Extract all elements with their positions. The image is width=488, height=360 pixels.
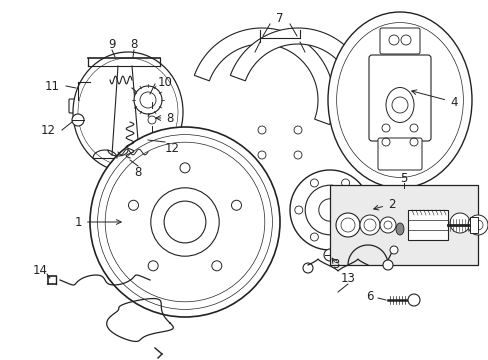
- Text: 7: 7: [276, 12, 283, 24]
- FancyBboxPatch shape: [368, 55, 430, 141]
- Circle shape: [164, 201, 205, 243]
- Circle shape: [90, 127, 280, 317]
- Circle shape: [140, 92, 156, 108]
- Text: 1: 1: [74, 216, 121, 229]
- Circle shape: [147, 135, 157, 145]
- Circle shape: [400, 35, 410, 45]
- Text: 6: 6: [366, 289, 373, 302]
- Text: 10: 10: [157, 76, 172, 89]
- Text: 13: 13: [340, 271, 355, 284]
- Polygon shape: [230, 28, 369, 125]
- Circle shape: [305, 185, 354, 235]
- Text: 4: 4: [411, 90, 457, 108]
- FancyBboxPatch shape: [379, 28, 419, 54]
- Circle shape: [407, 294, 419, 306]
- Circle shape: [382, 260, 392, 270]
- Circle shape: [356, 206, 365, 214]
- Ellipse shape: [78, 58, 178, 166]
- Circle shape: [310, 179, 318, 187]
- Circle shape: [388, 35, 398, 45]
- Circle shape: [335, 213, 359, 237]
- Circle shape: [341, 179, 349, 187]
- Circle shape: [449, 213, 469, 233]
- Circle shape: [303, 263, 312, 273]
- Circle shape: [324, 249, 335, 261]
- Bar: [407, 210, 447, 240]
- Polygon shape: [194, 28, 333, 125]
- Text: 11: 11: [44, 80, 60, 93]
- Text: 12: 12: [41, 123, 55, 136]
- Circle shape: [310, 233, 318, 241]
- Circle shape: [467, 215, 487, 235]
- Text: 2: 2: [373, 198, 395, 211]
- Text: 8: 8: [156, 112, 173, 125]
- Bar: [469, 217, 477, 233]
- Text: 9: 9: [108, 37, 116, 50]
- Circle shape: [379, 217, 395, 233]
- Ellipse shape: [336, 23, 463, 177]
- Text: 8: 8: [134, 166, 142, 179]
- Circle shape: [289, 170, 369, 250]
- Text: 14: 14: [32, 264, 47, 276]
- Text: 3: 3: [331, 257, 339, 270]
- FancyBboxPatch shape: [147, 107, 159, 127]
- Circle shape: [294, 206, 302, 214]
- Ellipse shape: [395, 223, 403, 235]
- Text: 8: 8: [130, 37, 138, 50]
- Bar: [329, 185, 477, 265]
- Ellipse shape: [73, 52, 183, 172]
- Ellipse shape: [327, 12, 471, 188]
- Text: 5: 5: [400, 171, 407, 185]
- Ellipse shape: [385, 87, 413, 122]
- Circle shape: [341, 233, 349, 241]
- Circle shape: [389, 246, 397, 254]
- Circle shape: [148, 116, 156, 124]
- FancyBboxPatch shape: [69, 99, 87, 113]
- Text: 12: 12: [164, 141, 179, 154]
- Circle shape: [359, 215, 379, 235]
- Circle shape: [134, 86, 162, 114]
- FancyBboxPatch shape: [377, 138, 421, 170]
- Circle shape: [72, 114, 84, 126]
